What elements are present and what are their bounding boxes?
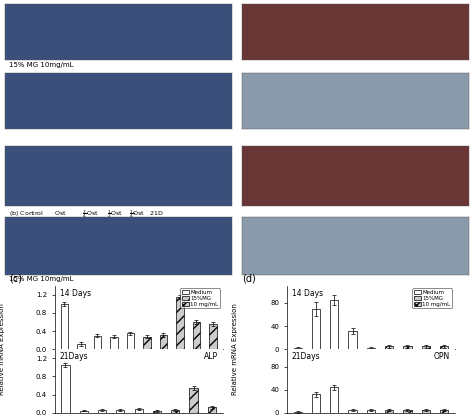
Bar [348,331,357,349]
Bar [422,347,430,349]
Text: 21Days: 21Days [292,352,320,362]
Bar [171,410,179,413]
Bar [293,412,302,413]
Bar [143,337,151,349]
Bar [440,410,448,413]
Bar [312,394,320,413]
Text: 21Days: 21Days [60,352,88,362]
Bar [367,348,375,349]
Bar [208,407,216,413]
Bar [61,365,70,413]
Bar [160,335,167,349]
Bar [116,409,125,413]
Bar [367,410,375,413]
Bar [192,322,200,349]
Bar [348,410,357,413]
Text: OPN: OPN [434,352,450,362]
Bar [403,410,411,413]
Bar [127,333,134,349]
Bar [98,410,106,413]
Bar [440,347,448,349]
Bar [293,348,302,349]
Bar [190,388,198,413]
Bar [80,411,88,413]
Text: ALP: ALP [204,352,218,362]
Text: (c): (c) [9,274,22,284]
Text: (b) Control      Ost         $\frac{3}{4}$Ost     $\frac{1}{2}$Ost    $\frac{1}{: (b) Control Ost $\frac{3}{4}$Ost $\frac{… [9,208,164,220]
Bar [385,347,393,349]
Bar [153,411,161,413]
Text: 15% MG 10mg/mL: 15% MG 10mg/mL [9,62,74,68]
Bar [422,410,430,413]
Text: (d): (d) [242,274,255,284]
Bar [135,409,143,413]
Bar [77,344,85,349]
Text: 14 Days: 14 Days [60,289,91,298]
Text: Relative mRNA Expression: Relative mRNA Expression [232,303,237,395]
Bar [330,387,338,413]
Bar [385,410,393,413]
Bar [312,309,320,349]
Bar [61,304,68,349]
Text: 14 Days: 14 Days [292,289,323,298]
Bar [94,336,101,349]
Bar [110,337,118,349]
Legend: Medium, 15%MG, 10 mg/mL: Medium, 15%MG, 10 mg/mL [180,289,220,309]
Bar [209,324,217,349]
Legend: Medium, 15%MG, 10 mg/mL: Medium, 15%MG, 10 mg/mL [412,289,452,309]
Text: Relative mRNA Expression: Relative mRNA Expression [0,303,5,395]
Text: 15% MG 10mg/mL: 15% MG 10mg/mL [9,276,74,282]
Bar [330,300,338,349]
Bar [176,297,183,349]
Bar [403,347,411,349]
